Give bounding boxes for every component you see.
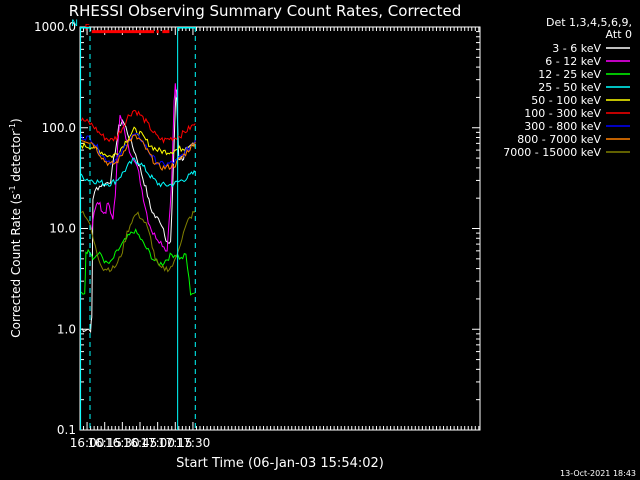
y-axis-label-sup2: -1: [8, 123, 17, 131]
chart-title: RHESSI Observing Summary Count Rates, Co…: [69, 2, 462, 20]
series-line-2: [80, 228, 196, 296]
series-line-3: [80, 157, 196, 188]
flag-label-0: F: [85, 24, 90, 34]
legend-header-line2: Att 0: [606, 28, 632, 41]
series-line-8: [80, 210, 196, 273]
y-axis-label-main: Corrected Count Rate (s: [9, 193, 23, 337]
y-tick-label: 10.0: [49, 222, 76, 236]
x-axis-label: Start Time (06-Jan-03 15:54:02): [176, 456, 384, 471]
legend-entry-label: 7000 - 15000 keV: [503, 146, 601, 159]
plot-area: 0.1 1.0 10.0 100.0 1000.0 16:0016:1516:3016:4…: [34, 19, 481, 450]
legend-entry-label: 800 - 7000 keV: [517, 133, 601, 146]
legend-entry-label: 3 - 6 keV: [552, 42, 601, 55]
x-tick-label: 16:00: [70, 436, 105, 450]
legend-entry-label: 25 - 50 keV: [538, 81, 601, 94]
plot-frame: [79, 26, 481, 431]
x-tick-label: 16:15: [87, 436, 122, 450]
y-tick-label: 1.0: [57, 322, 76, 336]
legend-entry-label: 6 - 12 keV: [545, 55, 601, 68]
legend-entry-label: 50 - 100 keV: [531, 94, 601, 107]
x-tick-label: 17:00: [140, 436, 175, 450]
y-axis-label-end: ): [9, 118, 23, 123]
legend-entry-label: 100 - 300 keV: [524, 107, 601, 120]
series-line-6: [80, 132, 196, 167]
y-axis-label-sup1: -1: [8, 185, 17, 193]
legend-entry-label: 300 - 800 keV: [524, 120, 601, 133]
flag-label-3: N: [71, 19, 78, 29]
y-axis-label-mid: detector: [9, 131, 23, 186]
x-tick-label: 16:45: [123, 436, 158, 450]
y-tick-label: 0.1: [57, 423, 76, 437]
series-line-1: [91, 83, 177, 252]
y-tick-label: 1000.0: [34, 20, 76, 34]
x-tick-label: 17:15: [158, 436, 193, 450]
series-line-5: [80, 109, 196, 144]
footer-date: 13-Oct-2021 18:43: [560, 469, 636, 478]
y-axis-label: Corrected Count Rate (s-1 detector-1): [8, 118, 23, 337]
legend-entry-label: 12 - 25 keV: [538, 68, 601, 81]
x-tick-label: 17:30: [176, 436, 211, 450]
series-line-0: [81, 89, 196, 334]
series-line-7: [80, 134, 196, 171]
x-tick-label: 16:30: [105, 436, 140, 450]
legend-header-line1: Det 1,3,4,5,6,9,: [546, 16, 632, 29]
y-tick-label: 100.0: [42, 121, 76, 135]
